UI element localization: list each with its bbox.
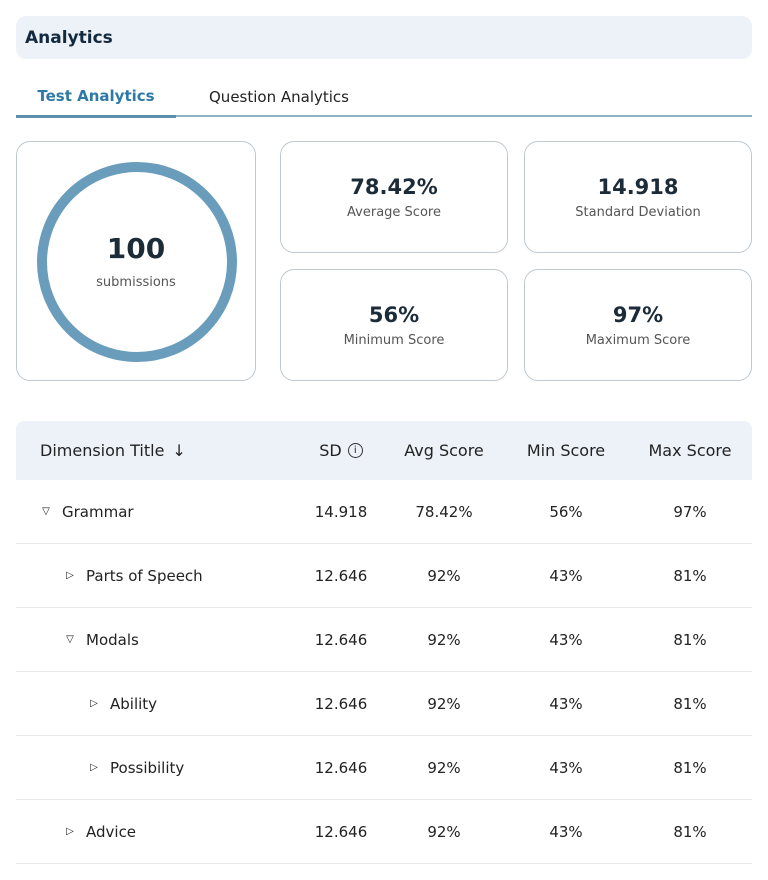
row-title: Grammar bbox=[62, 502, 134, 521]
header-min: Min Score bbox=[526, 441, 606, 460]
row-max: 81% bbox=[673, 566, 707, 585]
table-row[interactable]: ▷ Possibility 12.646 92% 43% 81% bbox=[16, 736, 752, 800]
row-title: Advice bbox=[86, 822, 137, 841]
row-avg: 92% bbox=[427, 566, 461, 585]
row-sd: 12.646 bbox=[314, 822, 368, 841]
stat-value: 97% bbox=[612, 302, 664, 327]
row-sd: 14.918 bbox=[314, 502, 368, 521]
row-title: Possibility bbox=[110, 758, 185, 777]
row-title: Ability bbox=[110, 694, 158, 713]
info-icon[interactable]: i bbox=[347, 443, 363, 458]
row-avg: 92% bbox=[427, 630, 461, 649]
tab-test-analytics[interactable]: Test Analytics bbox=[16, 76, 176, 118]
stat-card-max: 97% Maximum Score bbox=[524, 269, 752, 381]
sort-dimension-title[interactable]: Dimension Title ↓ bbox=[40, 421, 186, 480]
caret-right-icon[interactable]: ▷ bbox=[66, 570, 74, 581]
row-min: 43% bbox=[549, 630, 583, 649]
row-sd: 12.646 bbox=[314, 566, 368, 585]
row-max: 81% bbox=[673, 758, 707, 777]
table-header: Dimension Title ↓ SD i Avg Score Min Score… bbox=[16, 421, 752, 480]
row-title: Parts of Speech bbox=[86, 566, 203, 585]
page-header: Analytics bbox=[16, 16, 752, 59]
stat-value: 56% bbox=[368, 302, 420, 327]
header-avg: Avg Score bbox=[404, 441, 484, 460]
row-title-cell: ▷ Ability bbox=[40, 672, 157, 735]
row-min: 56% bbox=[549, 502, 583, 521]
row-title-cell: ▷ Possibility bbox=[40, 736, 184, 799]
stat-value: 78.42% bbox=[350, 174, 438, 199]
row-sd: 12.646 bbox=[314, 758, 368, 777]
caret-down-icon[interactable]: ▽ bbox=[66, 634, 74, 645]
row-max: 97% bbox=[673, 502, 707, 521]
table-row[interactable]: ▷ Ability 12.646 92% 43% 81% bbox=[16, 672, 752, 736]
row-title: Modals bbox=[86, 630, 139, 649]
stat-value: 14.918 bbox=[597, 174, 679, 199]
stat-card-min: 56% Minimum Score bbox=[280, 269, 508, 381]
caret-right-icon[interactable]: ▷ bbox=[66, 826, 74, 837]
submissions-ring bbox=[37, 162, 237, 362]
row-min: 43% bbox=[549, 758, 583, 777]
header-title: Dimension Title bbox=[40, 441, 165, 460]
table-row[interactable]: ▽ Modals 12.646 92% 43% 81% bbox=[16, 608, 752, 672]
row-title-cell: ▷ Advice bbox=[40, 800, 136, 863]
row-avg: 78.42% bbox=[415, 502, 473, 521]
row-min: 43% bbox=[549, 694, 583, 713]
tab-bar: Test Analytics Question Analytics bbox=[16, 76, 752, 118]
row-max: 81% bbox=[673, 822, 707, 841]
submissions-label: submissions bbox=[96, 275, 176, 290]
table-row[interactable]: ▽ Grammar 14.918 78.42% 56% 97% bbox=[16, 480, 752, 544]
row-avg: 92% bbox=[427, 758, 461, 777]
row-title-cell: ▽ Modals bbox=[40, 608, 139, 671]
row-sd: 12.646 bbox=[314, 630, 368, 649]
table-row[interactable]: ▷ Advice 12.646 92% 43% 81% bbox=[16, 800, 752, 864]
caret-right-icon[interactable]: ▷ bbox=[90, 762, 98, 773]
header-sd: SD i bbox=[306, 421, 376, 480]
stat-label: Maximum Score bbox=[585, 332, 691, 348]
row-avg: 92% bbox=[427, 822, 461, 841]
row-title-cell: ▷ Parts of Speech bbox=[40, 544, 203, 607]
row-min: 43% bbox=[549, 566, 583, 585]
header-max: Max Score bbox=[648, 441, 732, 460]
row-sd: 12.646 bbox=[314, 694, 368, 713]
stat-label: Standard Deviation bbox=[575, 204, 701, 220]
submissions-card: 100 submissions bbox=[16, 141, 256, 381]
caret-down-icon[interactable]: ▽ bbox=[42, 506, 50, 517]
header-sd-label: SD bbox=[319, 441, 342, 460]
arrow-down-icon: ↓ bbox=[172, 441, 186, 460]
page-title: Analytics bbox=[25, 27, 113, 48]
stat-label: Average Score bbox=[347, 204, 441, 220]
stat-card-average: 78.42% Average Score bbox=[280, 141, 508, 253]
row-max: 81% bbox=[673, 694, 707, 713]
stat-label: Minimum Score bbox=[343, 332, 445, 348]
submissions-count: 100 bbox=[106, 232, 166, 265]
caret-right-icon[interactable]: ▷ bbox=[90, 698, 98, 709]
row-avg: 92% bbox=[427, 694, 461, 713]
stat-card-sd: 14.918 Standard Deviation bbox=[524, 141, 752, 253]
tab-question-analytics[interactable]: Question Analytics bbox=[209, 87, 349, 106]
table-row[interactable]: ▷ Parts of Speech 12.646 92% 43% 81% bbox=[16, 544, 752, 608]
row-max: 81% bbox=[673, 630, 707, 649]
row-min: 43% bbox=[549, 822, 583, 841]
row-title-cell: ▽ Grammar bbox=[40, 480, 134, 543]
